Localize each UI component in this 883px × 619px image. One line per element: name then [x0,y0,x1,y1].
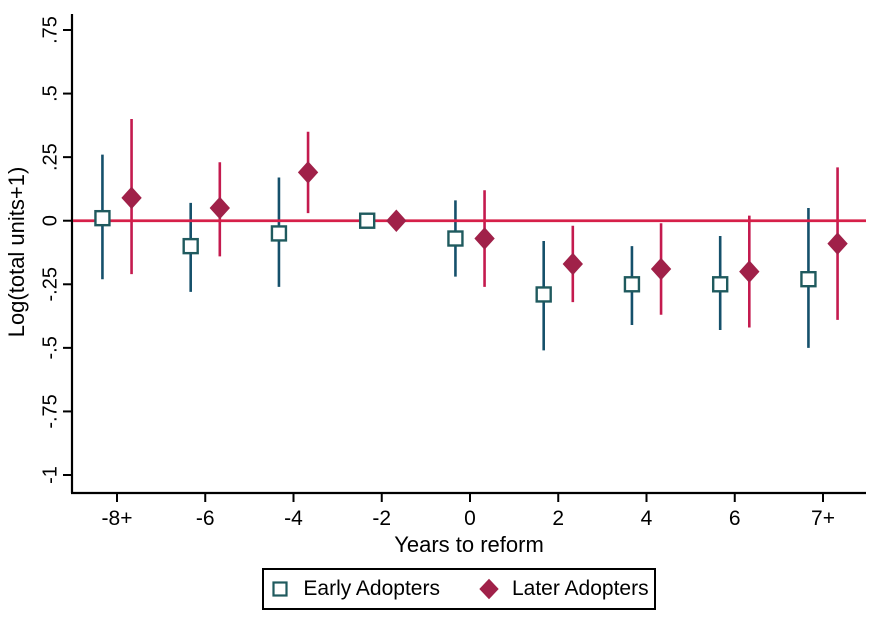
y-tick-label: 0 [39,215,61,226]
marker-filled-diamond [121,186,142,210]
marker-open-square [800,271,817,288]
x-tick-label: -6 [196,507,215,530]
data-markers [94,161,848,303]
y-tick-label: -.5 [39,336,61,359]
marker-filled-diamond [650,257,672,281]
legend-label-early: Early Adopters [303,577,440,600]
x-tick-label: 4 [641,507,653,530]
y-tick-label: -1 [39,466,61,484]
x-tick-label: 6 [729,507,741,530]
confidence-intervals [101,119,839,351]
legend-square-glyph [272,581,289,597]
marker-open-square [535,286,552,303]
marker-open-square [94,209,111,227]
legend-entry-early: Early Adopters [269,577,440,601]
y-tick-label: -.25 [39,267,61,301]
legend: Early Adopters Later Adopters [262,568,656,610]
x-tick-label: -8+ [102,507,133,530]
marker-filled-diamond [827,232,848,255]
marker-filled-diamond [386,209,407,232]
y-tick-label: .75 [39,16,61,44]
x-tick-label: 7+ [811,507,835,530]
legend-entry-later: Later Adopters [478,577,649,601]
y-tick-label: -.75 [39,394,61,428]
y-tick-label: .25 [39,143,61,171]
legend-diamond-glyph [479,578,499,600]
marker-open-square [270,225,288,242]
marker-open-square [623,276,641,293]
marker-filled-diamond [209,196,230,220]
marker-open-square [447,230,464,247]
x-axis-title: Years to reform [394,532,544,557]
x-tick-label: 0 [464,507,476,530]
axes: .75 .5 .25 0 -.25 -.5 -.75 -1 -8+ -6 -4 -2 0 2 4 6 7+ [39,14,866,530]
x-tick-label: -4 [284,507,303,530]
marker-open-square [182,237,199,255]
y-axis-title: Log(total units+1) [4,167,29,338]
marker-open-square [711,276,729,293]
filled-diamond-icon [478,578,500,600]
open-square-icon [269,578,291,600]
marker-filled-diamond [297,161,319,184]
marker-filled-diamond [562,252,583,276]
x-tick-label: 2 [552,507,564,530]
legend-label-later: Later Adopters [511,577,649,600]
x-tick-label: -2 [372,507,391,530]
marker-filled-diamond [739,260,760,283]
marker-open-square [358,212,376,229]
marker-filled-diamond [474,227,495,250]
y-tick-label: .5 [39,85,61,102]
